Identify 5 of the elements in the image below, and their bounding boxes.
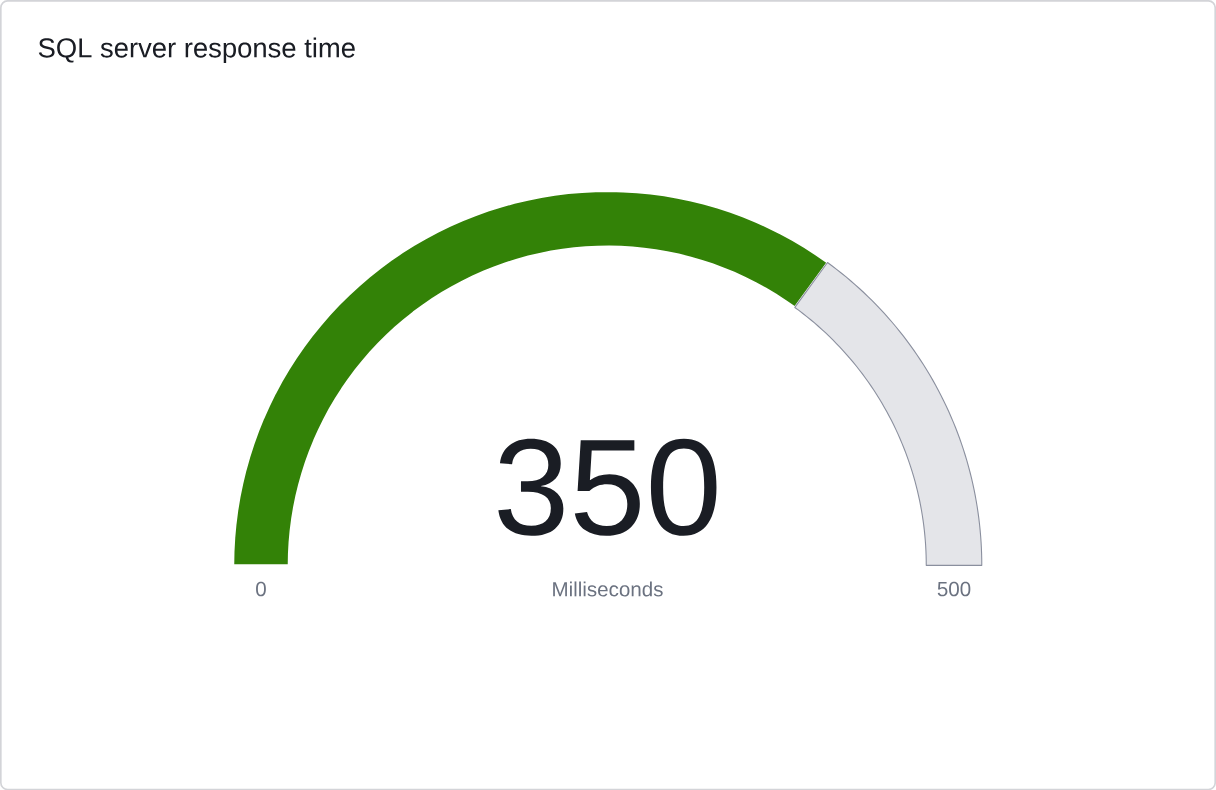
data-label: 350: [498, 438, 717, 536]
chart-title: SQL server response time: [38, 37, 355, 63]
text: 500: [937, 581, 971, 597]
text: 0: [256, 581, 266, 597]
text: Milliseconds: [553, 581, 663, 597]
